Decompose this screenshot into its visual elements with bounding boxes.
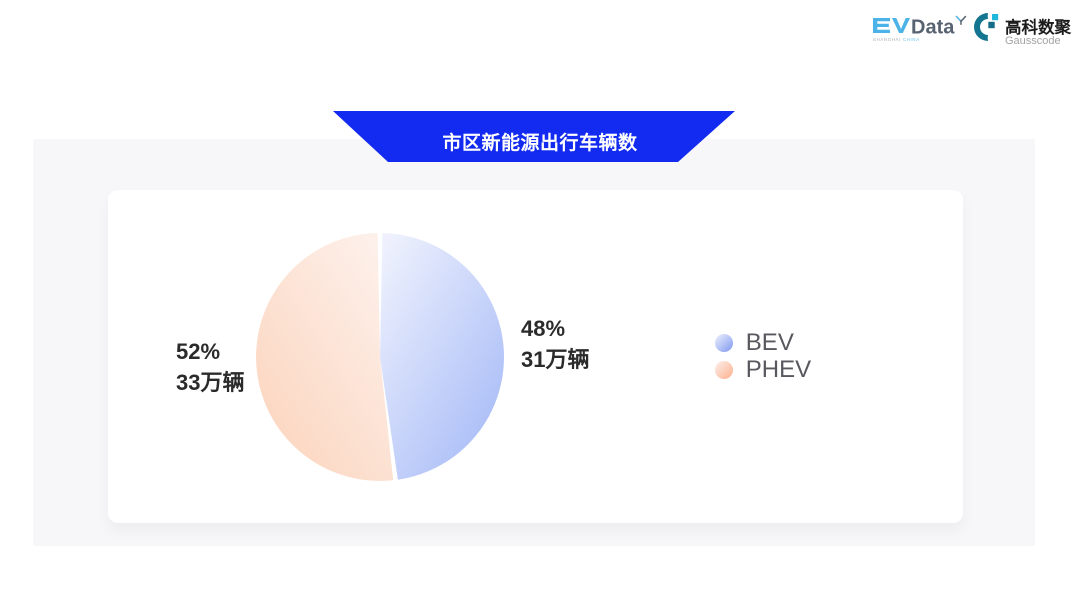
svg-text:Gausscode: Gausscode: [1005, 35, 1061, 47]
svg-text:Data: Data: [911, 17, 955, 39]
svg-text:高科数聚: 高科数聚: [1005, 17, 1072, 37]
svg-text:SHANGHAI CHINA: SHANGHAI CHINA: [873, 37, 920, 42]
